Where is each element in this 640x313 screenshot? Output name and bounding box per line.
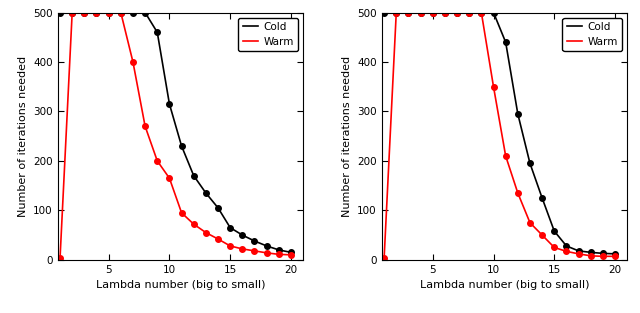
Cold	[190, 174, 198, 177]
Cold	[514, 112, 522, 116]
Warm	[275, 253, 283, 256]
Warm	[105, 11, 113, 14]
Line: Cold: Cold	[381, 10, 618, 257]
Cold	[599, 251, 607, 255]
Warm	[214, 237, 222, 241]
Warm	[599, 254, 607, 258]
Cold	[202, 191, 210, 195]
Warm	[575, 252, 582, 256]
Cold	[93, 11, 100, 14]
Cold	[117, 11, 125, 14]
Cold	[404, 11, 412, 14]
Cold	[154, 30, 161, 34]
Cold	[611, 252, 619, 256]
Warm	[502, 154, 509, 158]
Cold	[575, 249, 582, 253]
Y-axis label: Number of iterations needed: Number of iterations needed	[342, 56, 351, 217]
Cold	[587, 250, 595, 254]
Warm	[514, 191, 522, 195]
Warm	[287, 253, 295, 257]
Warm	[380, 256, 388, 260]
Warm	[251, 249, 259, 253]
Warm	[263, 251, 271, 255]
Warm	[178, 211, 186, 215]
Warm	[154, 159, 161, 163]
Warm	[68, 11, 76, 14]
Warm	[404, 11, 412, 14]
Warm	[202, 231, 210, 234]
Cold	[490, 11, 497, 14]
Warm	[166, 176, 173, 180]
X-axis label: Lambda number (big to small): Lambda number (big to small)	[95, 280, 265, 290]
Line: Cold: Cold	[57, 10, 294, 255]
Cold	[129, 11, 137, 14]
Legend: Cold, Warm: Cold, Warm	[563, 18, 622, 51]
Line: Warm: Warm	[57, 10, 294, 261]
Warm	[477, 11, 485, 14]
Warm	[117, 11, 125, 14]
Warm	[453, 11, 461, 14]
Cold	[477, 11, 485, 14]
Warm	[490, 85, 497, 89]
Warm	[129, 60, 137, 64]
X-axis label: Lambda number (big to small): Lambda number (big to small)	[420, 280, 589, 290]
Cold	[502, 40, 509, 44]
Cold	[81, 11, 88, 14]
Cold	[105, 11, 113, 14]
Cold	[417, 11, 424, 14]
Cold	[465, 11, 473, 14]
Warm	[81, 11, 88, 14]
Cold	[275, 248, 283, 252]
Cold	[56, 11, 64, 14]
Cold	[251, 239, 259, 243]
Warm	[93, 11, 100, 14]
Warm	[429, 11, 436, 14]
Cold	[429, 11, 436, 14]
Warm	[417, 11, 424, 14]
Cold	[526, 162, 534, 165]
Cold	[538, 196, 546, 200]
Cold	[453, 11, 461, 14]
Cold	[550, 229, 558, 233]
Cold	[380, 11, 388, 14]
Warm	[563, 249, 570, 253]
Warm	[392, 11, 400, 14]
Warm	[611, 254, 619, 258]
Warm	[526, 221, 534, 225]
Warm	[550, 245, 558, 249]
Warm	[56, 256, 64, 260]
Cold	[563, 244, 570, 248]
Cold	[441, 11, 449, 14]
Cold	[178, 144, 186, 148]
Cold	[214, 206, 222, 210]
Warm	[239, 247, 246, 251]
Cold	[239, 233, 246, 237]
Cold	[166, 102, 173, 106]
Cold	[68, 11, 76, 14]
Cold	[227, 226, 234, 229]
Cold	[287, 250, 295, 254]
Warm	[441, 11, 449, 14]
Legend: Cold, Warm: Cold, Warm	[238, 18, 298, 51]
Warm	[587, 254, 595, 258]
Warm	[538, 233, 546, 237]
Warm	[141, 124, 149, 128]
Warm	[465, 11, 473, 14]
Line: Warm: Warm	[381, 10, 618, 261]
Cold	[141, 11, 149, 14]
Warm	[190, 222, 198, 226]
Y-axis label: Number of iterations needed: Number of iterations needed	[17, 56, 28, 217]
Cold	[263, 244, 271, 248]
Cold	[392, 11, 400, 14]
Warm	[227, 244, 234, 248]
